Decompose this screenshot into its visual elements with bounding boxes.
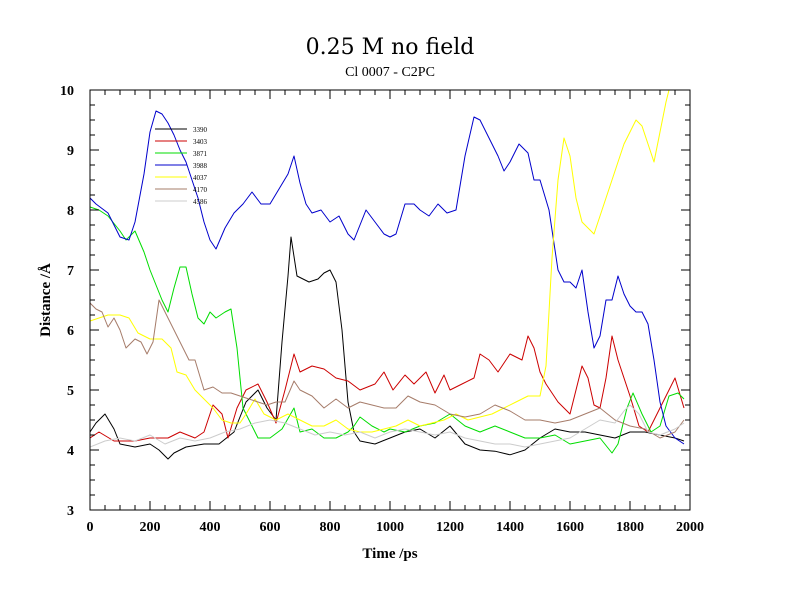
series-line-3390 bbox=[90, 236, 685, 460]
x-tick-label: 1000 bbox=[376, 520, 404, 535]
y-axis-label: Distance /Å bbox=[38, 263, 54, 337]
legend: 3390 3403 3871 3988 4037 4170 4586 bbox=[155, 126, 208, 206]
legend-label-3390: 3390 bbox=[193, 126, 208, 134]
legend-label-3871: 3871 bbox=[193, 150, 208, 158]
series-line-3988 bbox=[90, 110, 685, 445]
y-tick-label: 6 bbox=[67, 324, 74, 339]
series-line-3871 bbox=[90, 206, 685, 454]
y-tick-label: 3 bbox=[67, 504, 74, 519]
x-tick-label: 1600 bbox=[556, 520, 584, 535]
x-axis: 0 200 400 600 800 1000 1200 1400 1600 1800 2000 bbox=[87, 90, 704, 535]
y-tick-label: 4 bbox=[67, 444, 74, 459]
x-tick-label: 200 bbox=[140, 520, 161, 535]
y-tick-label: 9 bbox=[67, 144, 74, 159]
y-tick-label: 10 bbox=[60, 84, 74, 99]
x-tick-label: 0 bbox=[87, 520, 94, 535]
x-tick-label: 1800 bbox=[616, 520, 644, 535]
series-line-4170 bbox=[90, 299, 685, 439]
y-axis: 3 4 5 6 7 8 9 10 bbox=[60, 84, 690, 519]
legend-label-4586: 4586 bbox=[193, 198, 208, 206]
series-line-3403 bbox=[90, 335, 685, 442]
x-tick-label: 1400 bbox=[496, 520, 524, 535]
x-axis-label: Time /ps bbox=[362, 546, 417, 562]
series-line-4037 bbox=[90, 90, 670, 433]
x-tick-label: 400 bbox=[200, 520, 221, 535]
chart-title: 0.25 M no field bbox=[306, 35, 475, 60]
y-tick-label: 5 bbox=[67, 384, 74, 399]
x-tick-label: 800 bbox=[320, 520, 341, 535]
y-tick-label: 7 bbox=[67, 264, 74, 279]
x-tick-label: 1200 bbox=[436, 520, 464, 535]
plot-series bbox=[90, 90, 685, 460]
x-tick-label: 600 bbox=[260, 520, 281, 535]
x-tick-label: 2000 bbox=[676, 520, 704, 535]
legend-label-3403: 3403 bbox=[193, 138, 208, 146]
series-line-4586 bbox=[90, 404, 685, 448]
legend-label-4037: 4037 bbox=[193, 174, 208, 182]
legend-label-3988: 3988 bbox=[193, 162, 208, 170]
legend-label-4170: 4170 bbox=[193, 186, 208, 194]
y-tick-label: 8 bbox=[67, 204, 74, 219]
chart-subtitle: Cl 0007 - C2PC bbox=[345, 65, 435, 80]
